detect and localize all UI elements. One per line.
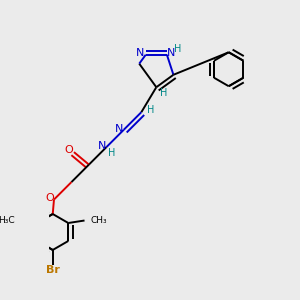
Text: CH₃: CH₃ <box>91 215 107 224</box>
Text: N: N <box>98 141 106 152</box>
Text: H₃C: H₃C <box>0 215 15 224</box>
Text: N: N <box>167 49 176 58</box>
Text: N: N <box>115 124 124 134</box>
Text: H: H <box>147 105 154 115</box>
Text: O: O <box>64 145 73 154</box>
Text: H: H <box>160 88 167 98</box>
Text: H: H <box>108 148 115 158</box>
Text: H: H <box>174 44 181 54</box>
Text: O: O <box>46 193 55 203</box>
Text: Br: Br <box>46 266 60 275</box>
Text: N: N <box>136 49 145 58</box>
